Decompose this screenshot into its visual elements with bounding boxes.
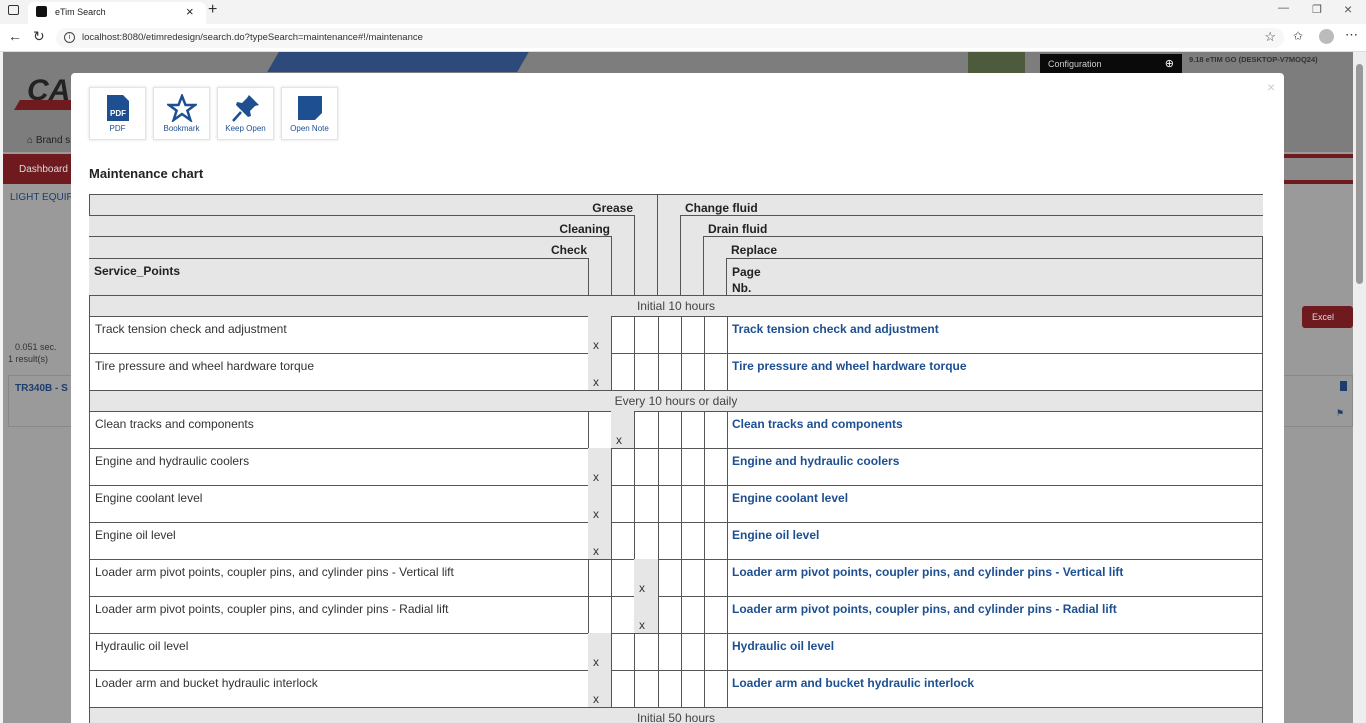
page-scrollbar[interactable] — [1353, 52, 1366, 723]
back-icon[interactable]: ← — [8, 28, 22, 44]
excel-button[interactable]: Excel — [1302, 306, 1353, 328]
result-title[interactable]: TR340B - S — [15, 383, 68, 394]
header-image — [968, 52, 1025, 74]
page-link[interactable]: Hydraulic oil level — [727, 633, 1263, 671]
keep-open-label: Keep Open — [225, 124, 266, 133]
restore-icon[interactable]: ❐ — [1312, 4, 1322, 16]
bookmark-button[interactable]: Bookmark — [153, 87, 210, 140]
bookmark-label: Bookmark — [163, 124, 200, 133]
book-icon[interactable] — [1340, 381, 1347, 391]
category-link[interactable]: LIGHT EQUIP — [10, 192, 74, 203]
svg-text:PDF: PDF — [110, 109, 126, 118]
browser-tab-bar: eTim Search × + — ❐ × — [0, 0, 1366, 24]
close-window-icon[interactable]: × — [1344, 1, 1353, 17]
profile-avatar[interactable] — [1319, 29, 1334, 44]
page-link[interactable]: Engine oil level — [727, 522, 1263, 560]
close-modal-icon[interactable]: × — [1267, 79, 1276, 95]
new-tab-icon[interactable]: + — [208, 1, 218, 18]
tab-actions-icon[interactable] — [8, 5, 19, 15]
page-link[interactable]: Loader arm pivot points, coupler pins, a… — [727, 596, 1263, 634]
reload-icon[interactable]: ↻ — [33, 28, 45, 44]
plus-circle-icon: ⊕ — [1164, 58, 1174, 70]
pin-icon — [231, 95, 259, 122]
star-icon — [166, 94, 197, 122]
results-count: 1 result(s) — [8, 354, 49, 364]
chart-title: Maintenance chart — [89, 166, 204, 181]
browser-tab[interactable]: eTim Search × — [28, 2, 206, 24]
close-tab-icon[interactable]: × — [186, 4, 194, 19]
page-link[interactable]: Loader arm and bucket hydraulic interloc… — [727, 670, 1263, 708]
more-menu-icon[interactable]: ⋯ — [1345, 27, 1358, 42]
url-input[interactable]: i localhost:8080/etimredesign/search.do?… — [56, 28, 1284, 48]
favorite-star-icon[interactable]: ☆ — [1264, 29, 1276, 44]
site-info-icon[interactable]: i — [64, 32, 75, 43]
open-note-button[interactable]: Open Note — [281, 87, 338, 140]
note-icon — [297, 96, 322, 120]
dashboard-tab[interactable]: Dashboard — [19, 164, 68, 175]
pdf-button[interactable]: PDF PDF — [89, 87, 146, 140]
keep-open-button[interactable]: Keep Open — [217, 87, 274, 140]
page-link[interactable]: Engine and hydraulic coolers — [727, 448, 1263, 486]
timing-label: 0.051 sec. — [15, 342, 57, 352]
page-link[interactable]: Engine coolant level — [727, 485, 1263, 523]
tab-title: eTim Search — [55, 7, 106, 17]
tab-favicon-icon — [36, 6, 47, 17]
pdf-icon: PDF — [106, 95, 129, 121]
configuration-button[interactable]: Configuration ⊕ — [1040, 54, 1182, 73]
page-link[interactable]: Loader arm pivot points, coupler pins, a… — [727, 559, 1263, 597]
pdf-label: PDF — [109, 124, 126, 133]
scrollbar-thumb[interactable] — [1356, 64, 1363, 284]
flag-icon[interactable]: ⚑ — [1336, 408, 1345, 418]
minimize-icon[interactable]: — — [1278, 2, 1289, 14]
brand-link[interactable]: ⌂ Brand s — [27, 135, 71, 146]
address-bar-row: ← ↻ i localhost:8080/etimredesign/search… — [0, 24, 1366, 52]
version-label: 9.18 eTIM GO (DESKTOP-V7MOQ24) — [1189, 55, 1318, 64]
page-link[interactable]: Tire pressure and wheel hardware torque — [727, 353, 1263, 391]
url-text: localhost:8080/etimredesign/search.do?ty… — [82, 32, 423, 43]
favorites-icon[interactable]: ✩ — [1293, 29, 1304, 43]
page-link[interactable]: Track tension check and adjustment — [727, 316, 1263, 354]
open-note-label: Open Note — [290, 124, 329, 133]
page-link[interactable]: Clean tracks and components — [727, 411, 1263, 449]
